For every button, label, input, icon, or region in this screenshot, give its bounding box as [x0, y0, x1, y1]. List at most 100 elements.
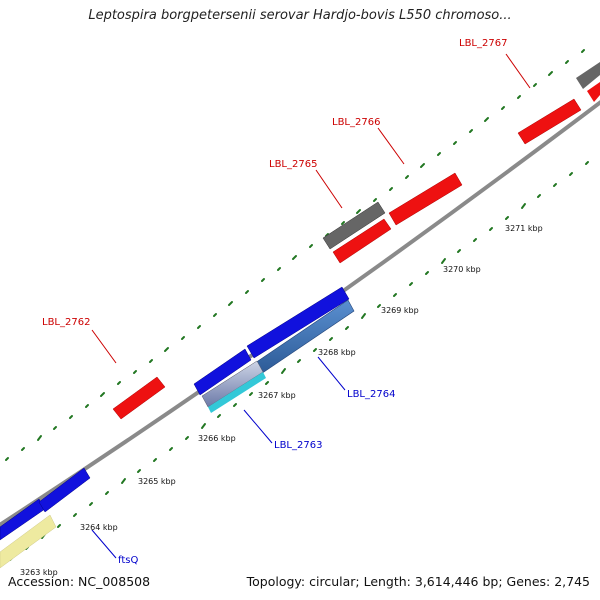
gene-offscreen-right[interactable] — [587, 82, 600, 102]
leader-lbl-2763 — [243, 409, 273, 444]
gene-lbl-2762[interactable] — [112, 376, 166, 420]
tick — [37, 435, 42, 441]
tick — [585, 161, 589, 165]
kbp-label: 3271 kbp — [505, 224, 543, 233]
tick — [85, 404, 89, 408]
tick — [233, 403, 237, 407]
tick — [265, 381, 269, 385]
kbp-label: 3270 kbp — [443, 265, 481, 274]
tick — [329, 337, 333, 341]
tick — [73, 513, 77, 517]
leader-lbl-2764 — [317, 356, 346, 391]
tick — [505, 216, 509, 220]
tick — [217, 414, 221, 418]
leader-lbl-2767 — [505, 53, 531, 89]
tick — [21, 447, 25, 451]
gene-grey-1[interactable] — [322, 201, 386, 250]
tick — [228, 301, 233, 306]
tick — [405, 175, 409, 179]
tick — [137, 469, 141, 473]
outer-tick-row — [5, 49, 585, 461]
tick — [361, 313, 366, 319]
leader-lbl-2766 — [377, 127, 405, 165]
tick — [185, 436, 189, 440]
gene-blue-2[interactable] — [38, 467, 91, 513]
tick — [501, 106, 505, 110]
tick — [569, 172, 573, 176]
tick — [373, 198, 377, 202]
tick — [297, 359, 301, 363]
tick — [581, 49, 585, 53]
tick — [537, 194, 541, 198]
tick — [441, 258, 446, 264]
tick — [292, 255, 297, 260]
tick — [281, 368, 286, 374]
label-lbl-2765[interactable]: LBL_2765 — [269, 159, 317, 170]
kbp-label: 3267 kbp — [258, 391, 296, 400]
tick — [261, 278, 265, 282]
tick — [313, 348, 317, 352]
gene-lbl-2763-cyan[interactable] — [208, 372, 266, 413]
tick — [473, 238, 477, 242]
tick — [341, 221, 345, 225]
gene-ftsq[interactable] — [0, 514, 57, 569]
tick — [149, 359, 153, 363]
tick — [153, 458, 157, 462]
label-ftsq[interactable]: ftsQ — [118, 555, 138, 566]
label-lbl-2766[interactable]: LBL_2766 — [332, 117, 380, 128]
tick — [201, 423, 206, 429]
tick — [57, 524, 61, 528]
label-leaders — [91, 53, 531, 559]
gene-lbl-2767[interactable] — [517, 98, 582, 145]
leader-lbl-2765 — [315, 169, 343, 209]
label-lbl-2763[interactable]: LBL_2763 — [274, 440, 322, 451]
tick — [553, 183, 557, 187]
tick — [117, 381, 121, 385]
tick — [277, 267, 281, 271]
tick — [548, 71, 553, 76]
tick — [565, 60, 569, 64]
gene-blue-4[interactable] — [246, 286, 350, 359]
tick — [53, 426, 57, 430]
gene-blue-3[interactable] — [193, 348, 252, 396]
tick — [169, 447, 173, 451]
tick — [457, 249, 461, 253]
tick — [5, 457, 9, 461]
tick — [437, 152, 441, 156]
gene-lbl-2765[interactable] — [332, 218, 392, 264]
reverse-genes — [0, 286, 350, 541]
tick — [521, 203, 526, 209]
tick — [121, 478, 126, 484]
kbp-label: 3265 kbp — [138, 477, 176, 486]
label-lbl-2767[interactable]: LBL_2767 — [459, 38, 507, 49]
label-lbl-2762[interactable]: LBL_2762 — [42, 317, 90, 328]
tick — [249, 392, 253, 396]
forward-genes — [112, 82, 600, 420]
tick — [469, 129, 473, 133]
tick — [484, 117, 489, 122]
tick — [245, 290, 249, 294]
tick — [213, 313, 217, 317]
tick — [517, 95, 521, 99]
tick — [356, 209, 361, 214]
label-lbl-2764[interactable]: LBL_2764 — [347, 389, 395, 400]
leader-lbl-2762 — [91, 329, 117, 364]
kbp-label: 3263 kbp — [20, 568, 58, 577]
tick — [100, 392, 105, 397]
tick — [181, 336, 185, 340]
tick — [453, 141, 457, 145]
gene-grey-2[interactable] — [576, 62, 600, 89]
kbp-label: 3266 kbp — [198, 434, 236, 443]
inner-tick-row — [9, 161, 589, 561]
tick — [105, 491, 109, 495]
accession-text: Accession: NC_008508 — [8, 574, 151, 589]
genome-summary-text: Topology: circular; Length: 3,614,446 bp… — [246, 574, 590, 589]
map-title: Leptospira borgpetersenii serovar Hardjo… — [88, 8, 512, 23]
kbp-label: 3269 kbp — [381, 306, 419, 315]
gene-lbl-2766[interactable] — [388, 172, 463, 226]
tick — [377, 304, 381, 308]
leader-ftsq — [91, 529, 117, 559]
tick — [309, 244, 313, 248]
